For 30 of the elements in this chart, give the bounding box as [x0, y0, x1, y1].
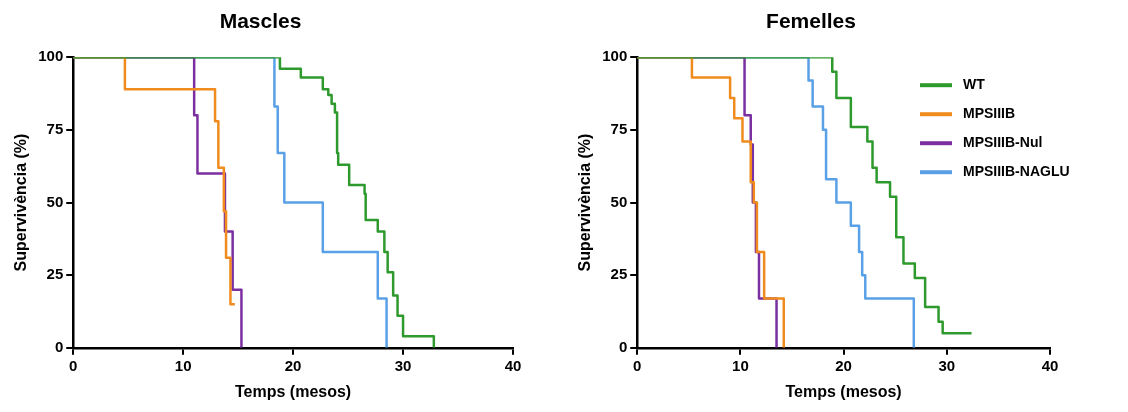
- x-axis-title: Temps (mesos): [785, 382, 902, 400]
- y-tick-label: 100: [602, 47, 628, 65]
- legend-label: WT: [963, 76, 986, 93]
- legend-label: MPSIIIB: [963, 105, 1016, 122]
- x-tick-label: 0: [69, 356, 78, 374]
- x-tick-label: 20: [284, 356, 302, 374]
- y-tick-label: 0: [54, 337, 64, 355]
- x-tick-label: 40: [504, 356, 522, 374]
- y-axis-title: Supervivència (%): [576, 133, 594, 272]
- x-axis-title: Temps (mesos): [235, 382, 352, 400]
- y-tick-label: 50: [610, 192, 628, 210]
- y-axis-title: Supervivència (%): [12, 133, 30, 272]
- y-tick-label: 100: [38, 47, 64, 65]
- y-tick-label: 25: [46, 265, 64, 283]
- y-tick-label: 50: [46, 192, 64, 210]
- legend-label: MPSIIIB-NAGLU: [963, 163, 1070, 180]
- y-tick-label: 75: [610, 119, 628, 137]
- y-tick-label: 75: [46, 119, 64, 137]
- x-tick-label: 40: [1041, 356, 1059, 374]
- x-tick-label: 30: [938, 356, 956, 374]
- legend-label: MPSIIIB-Nul: [963, 134, 1043, 151]
- y-tick-label: 0: [618, 337, 628, 355]
- x-tick-label: 10: [174, 356, 192, 374]
- chart-title: Mascles: [219, 9, 302, 33]
- y-tick-label: 25: [610, 265, 628, 283]
- x-tick-label: 30: [394, 356, 412, 374]
- x-tick-label: 20: [835, 356, 852, 374]
- x-tick-label: 0: [633, 356, 642, 374]
- x-tick-label: 10: [732, 356, 749, 374]
- chart-title: Femelles: [766, 9, 856, 33]
